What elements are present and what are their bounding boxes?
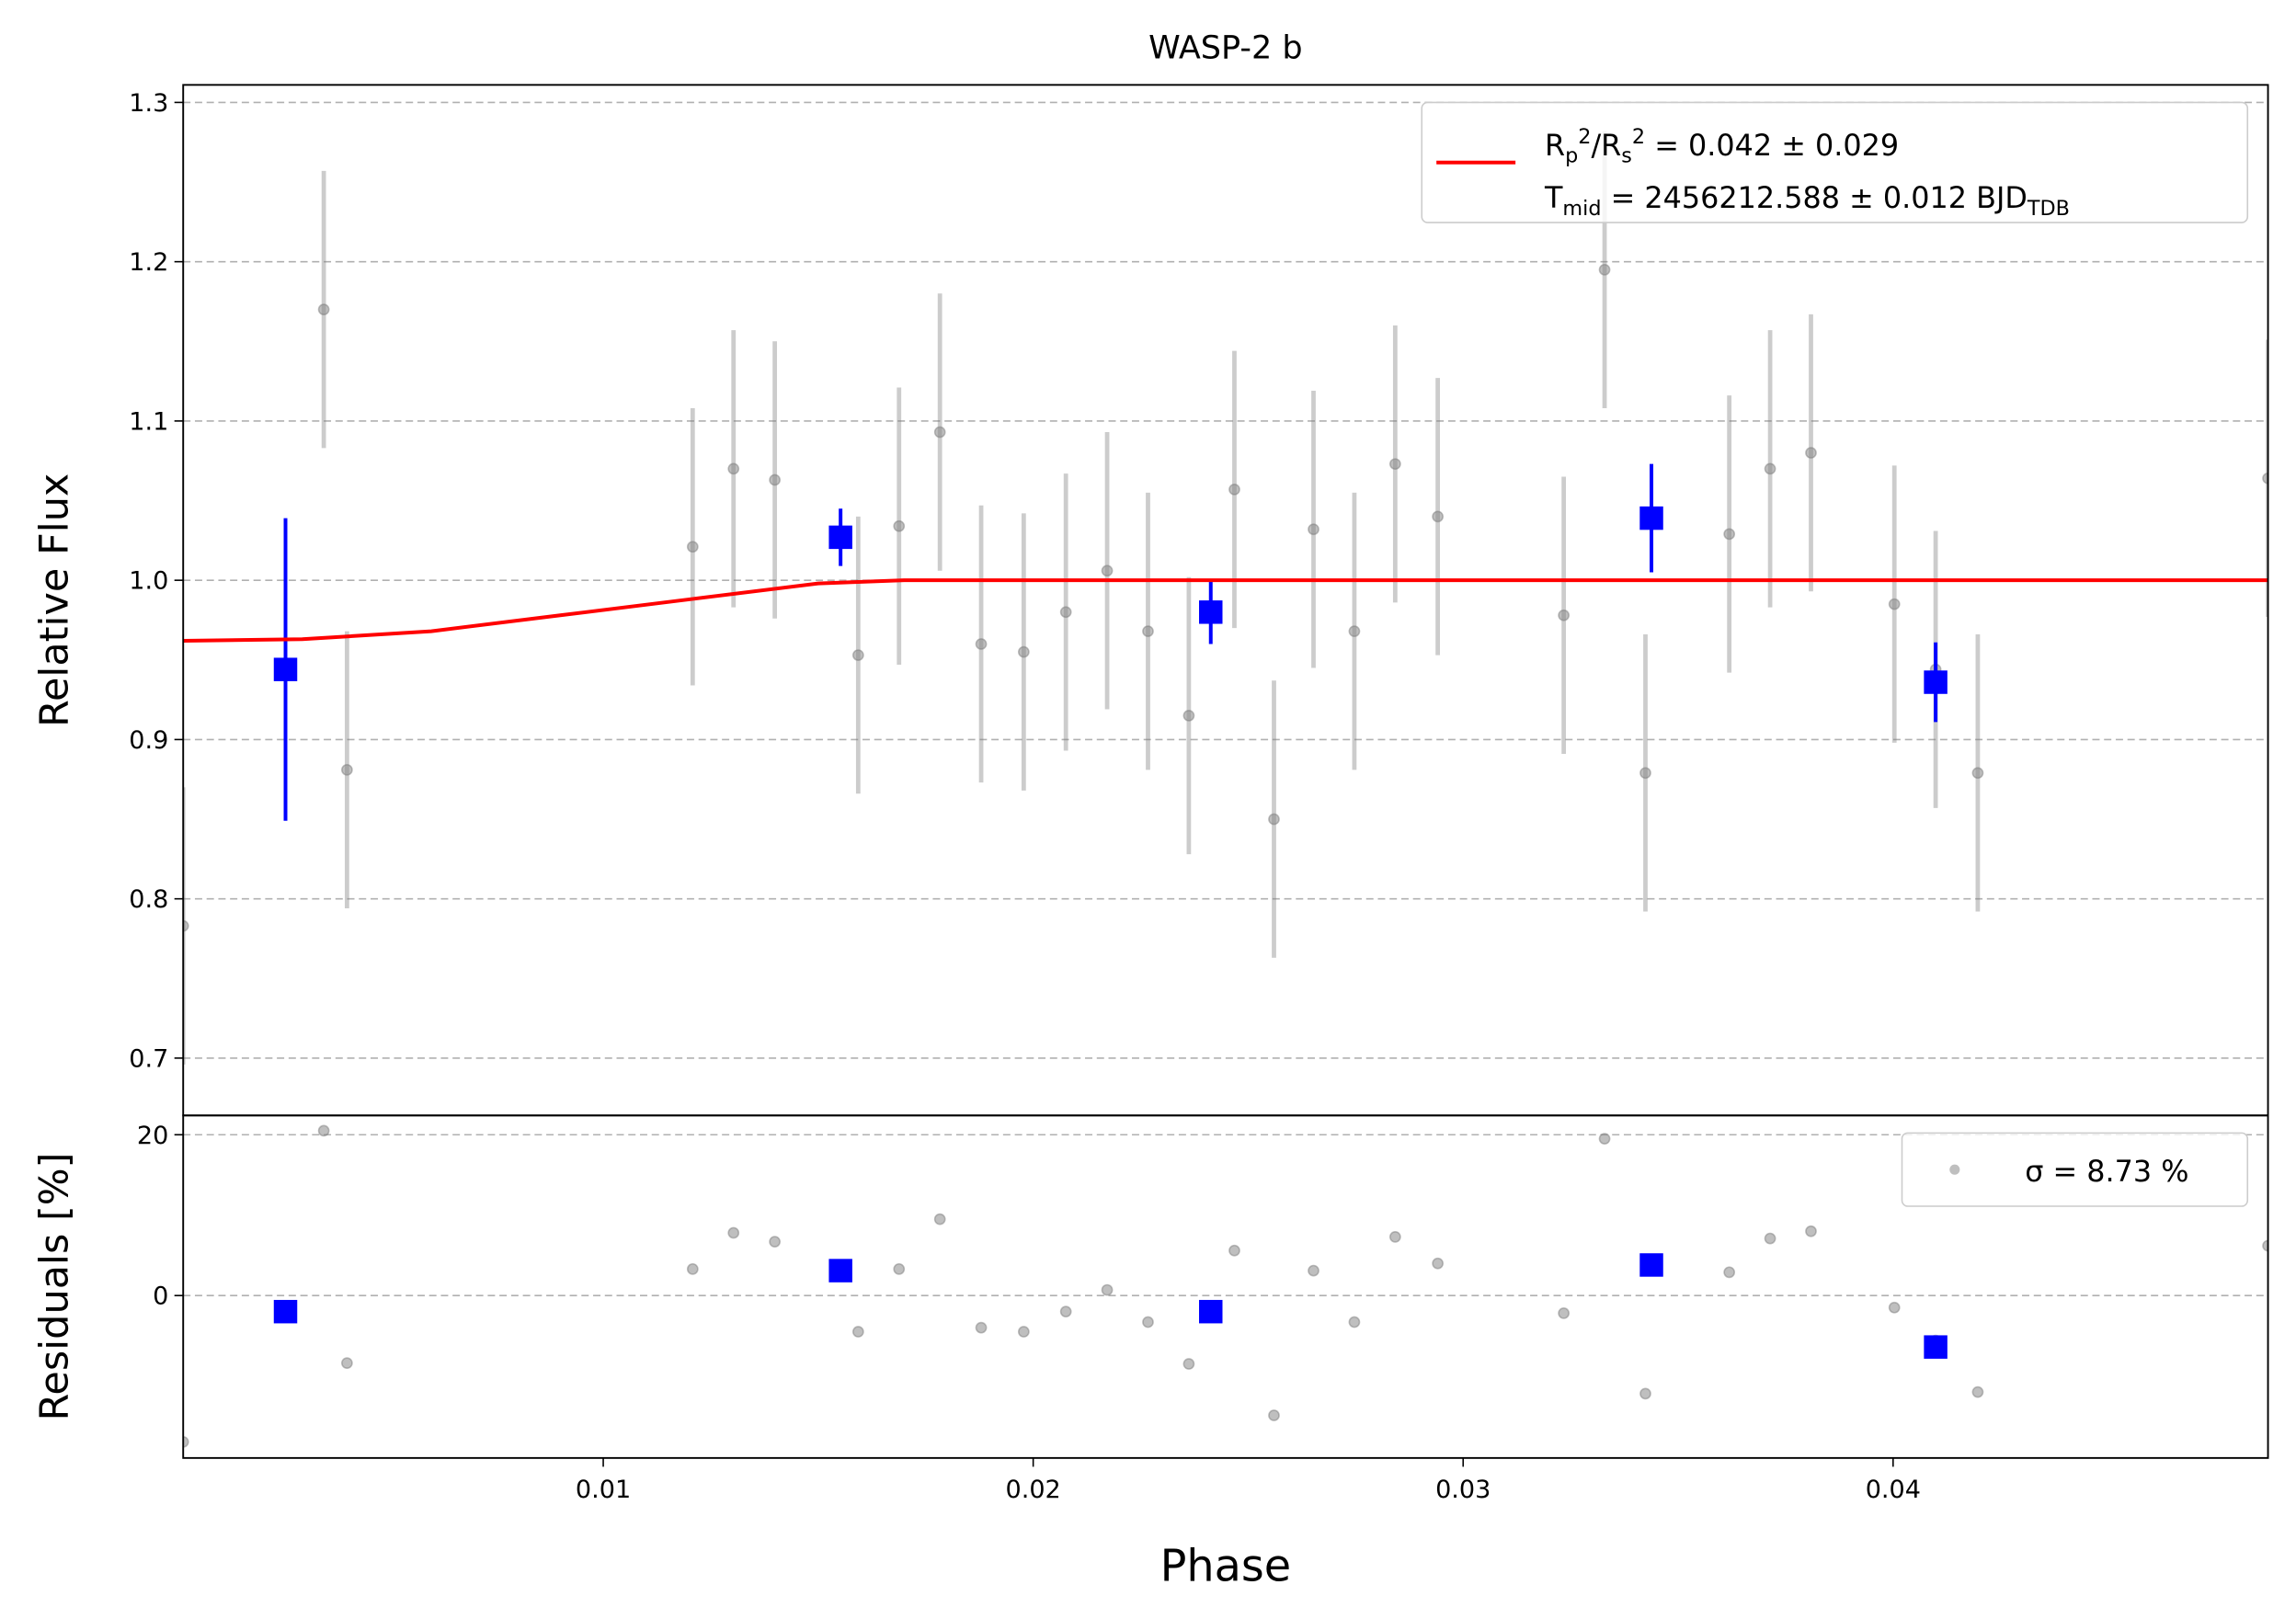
data-point — [933, 426, 946, 439]
data-point — [1639, 767, 1651, 780]
data-point — [1228, 484, 1240, 496]
plot-area — [183, 1124, 2268, 1448]
data-point — [1432, 510, 1445, 523]
data-point — [727, 1226, 740, 1239]
data-point — [1723, 528, 1736, 541]
legend-label: σ = 8.73 % — [2025, 1154, 2188, 1189]
data-point — [1182, 710, 1195, 722]
data-point — [933, 1213, 946, 1226]
y-tick-label: 1.3 — [129, 89, 168, 118]
legend-box — [1901, 1132, 2249, 1207]
legend-label: Rp2/Rs2 = 0.042 ± 0.029 — [1545, 125, 1899, 168]
data-point — [1558, 609, 1571, 621]
data-point — [1971, 1385, 1984, 1398]
data-point — [1308, 1264, 1319, 1277]
y-axis-label: Relative Flux — [31, 473, 77, 727]
data-point — [1388, 1230, 1401, 1243]
data-point — [769, 1236, 781, 1248]
x-tick-label: 0.03 — [1435, 1476, 1491, 1504]
y-tick-label: 0 — [153, 1283, 168, 1311]
axes-frame — [182, 1114, 2269, 1459]
binned-point — [1639, 1253, 1663, 1277]
data-point — [1017, 1326, 1030, 1338]
data-point — [975, 638, 988, 650]
data-point — [1228, 1244, 1240, 1257]
y-axis-label: Residuals [%] — [31, 1153, 77, 1421]
data-point — [1764, 462, 1776, 475]
data-point — [2262, 472, 2268, 485]
data-point — [975, 1321, 988, 1334]
data-point — [1971, 767, 1984, 780]
legend-box — [1421, 101, 2249, 223]
y-tick-label: 0.9 — [129, 726, 168, 755]
data-point — [341, 1357, 353, 1370]
data-point — [1888, 1301, 1901, 1314]
binned-point — [828, 525, 852, 550]
data-point — [183, 919, 189, 932]
data-point — [341, 763, 353, 776]
y-tick-label: 1.2 — [129, 248, 168, 277]
data-point — [183, 1435, 189, 1448]
data-point — [1017, 645, 1030, 658]
data-point — [893, 1262, 906, 1275]
x-axis-label: Phase — [1160, 1542, 1292, 1592]
data-point — [1101, 564, 1114, 577]
data-point — [1432, 1257, 1445, 1270]
data-point — [1764, 1232, 1776, 1245]
data-point — [1639, 1387, 1651, 1400]
data-point — [1182, 1358, 1195, 1370]
data-point — [2262, 1239, 2268, 1252]
data-point — [1101, 1283, 1114, 1296]
data-point — [1723, 1266, 1736, 1279]
chart-title: WASP-2 b — [1148, 29, 1303, 67]
y-tick-label: 20 — [137, 1122, 168, 1150]
binned-point — [1924, 670, 1948, 694]
binned-point — [273, 657, 298, 681]
plot-area — [183, 101, 2268, 1065]
y-tick-label: 1.0 — [129, 567, 168, 596]
binned-point — [1924, 1335, 1948, 1359]
binned-point — [273, 1299, 298, 1324]
data-point — [893, 519, 906, 532]
data-point — [686, 1262, 699, 1275]
data-point — [1142, 1316, 1154, 1328]
binned-point — [1199, 600, 1223, 624]
legend-label: Tmid = 2456212.588 ± 0.012 BJDTDB — [1544, 180, 2070, 221]
data-point — [769, 473, 781, 486]
data-point — [1388, 458, 1401, 471]
x-tick-label: 0.04 — [1866, 1476, 1921, 1504]
data-point — [851, 1326, 864, 1338]
data-point — [1142, 625, 1154, 637]
x-tick-label: 0.01 — [576, 1476, 631, 1504]
data-point — [1268, 1409, 1280, 1421]
legend-swatch — [1949, 1164, 1960, 1175]
y-tick-label: 0.8 — [129, 885, 168, 914]
data-point — [1268, 813, 1280, 826]
data-point — [1805, 447, 1817, 459]
data-point — [1805, 1225, 1817, 1237]
y-tick-label: 1.1 — [129, 407, 168, 436]
data-point — [1348, 625, 1361, 637]
data-point — [686, 541, 699, 553]
data-point — [317, 303, 330, 316]
x-tick-label: 0.02 — [1006, 1476, 1061, 1504]
data-point — [851, 649, 864, 661]
data-point — [1348, 1316, 1361, 1328]
data-point — [1598, 263, 1611, 276]
data-point — [1059, 606, 1072, 619]
data-point — [1598, 1133, 1611, 1146]
data-point — [1308, 523, 1319, 536]
data-point — [1558, 1307, 1571, 1319]
model-line — [183, 578, 2268, 643]
y-tick-label: 0.7 — [129, 1044, 168, 1073]
binned-point — [1199, 1299, 1223, 1324]
data-point — [1888, 598, 1901, 610]
data-point — [727, 462, 740, 475]
binned-point — [828, 1259, 852, 1283]
data-point — [317, 1124, 330, 1137]
data-point — [1059, 1305, 1072, 1318]
binned-point — [1639, 506, 1663, 530]
